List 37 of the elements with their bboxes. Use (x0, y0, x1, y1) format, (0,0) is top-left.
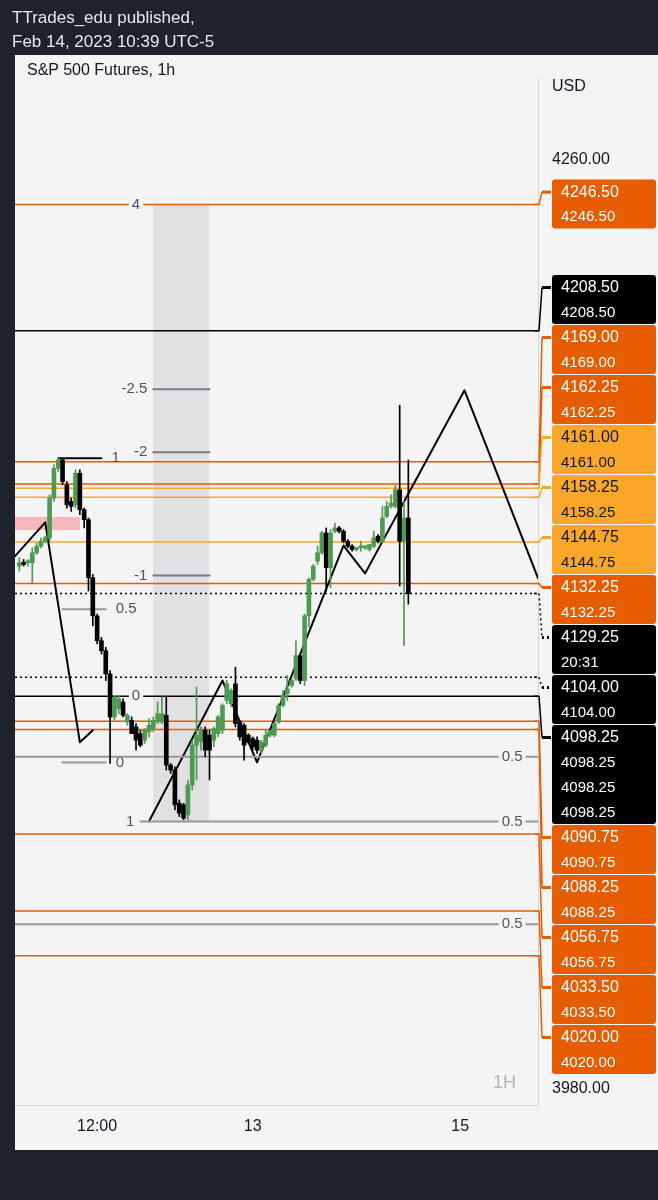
y-axis-title: USD (552, 77, 586, 95)
legend-label: 4162.25 4162.25 (561, 377, 619, 420)
legend-label: 4169.00 4169.00 (561, 327, 619, 370)
legend-label: 4104.00 4104.00 (561, 677, 619, 720)
legend-label: 4056.75 4056.75 (561, 927, 619, 970)
legend-label: 4098.25 4098.25 4098.25 4098.25 (561, 727, 619, 820)
legend-label: 4090.75 4090.75 (561, 827, 619, 870)
y-tick-label: 4260.00 (552, 150, 610, 168)
ref-line-label: 4246.50 4246.50 (561, 182, 619, 225)
legend-label: 4020.00 4020.00 (561, 1027, 619, 1070)
x-tick-label: 15 (451, 1117, 470, 1135)
ref-line-label: 4144.75 4144.75 (561, 527, 619, 570)
annotation: 0 (131, 686, 141, 704)
chart-title: TTrades_edu published, (12, 7, 196, 29)
annotation: 1 (126, 811, 135, 829)
annotation: -1 (133, 565, 148, 583)
legend-label: 4088.25 4088.25 (561, 877, 619, 920)
x-tick-label: 12:00 (77, 1117, 118, 1135)
annotation: 1H (492, 1071, 516, 1092)
y-tick-label: 3980.00 (552, 1078, 610, 1096)
annotation: S&P 500 Futures, 1h (27, 61, 176, 79)
legend-label: 4161.00 4161.00 (561, 427, 619, 470)
chart-subtitle: Feb 14, 2023 10:39 UTC-5 (12, 31, 215, 53)
legend-label: 4132.25 4132.25 (561, 577, 619, 620)
legend-label: 4208.50 4208.50 (561, 277, 619, 320)
annotation: 0.5 (115, 599, 137, 617)
x-tick-label: 13 (243, 1117, 262, 1135)
legend-label: 4033.50 4033.50 (561, 977, 619, 1020)
annotation: 0.5 (501, 914, 523, 932)
annotation: 0.5 (501, 811, 523, 829)
annotation: 4 (131, 194, 141, 212)
annotation: -2 (133, 442, 148, 460)
legend-label: 4129.25 20:31 (561, 627, 619, 670)
annotation: 0 (115, 752, 125, 770)
annotation: 0.5 (501, 746, 523, 764)
ref-line-label: 4158.25 4158.25 (561, 477, 619, 520)
annotation: -2.5 (121, 379, 148, 397)
